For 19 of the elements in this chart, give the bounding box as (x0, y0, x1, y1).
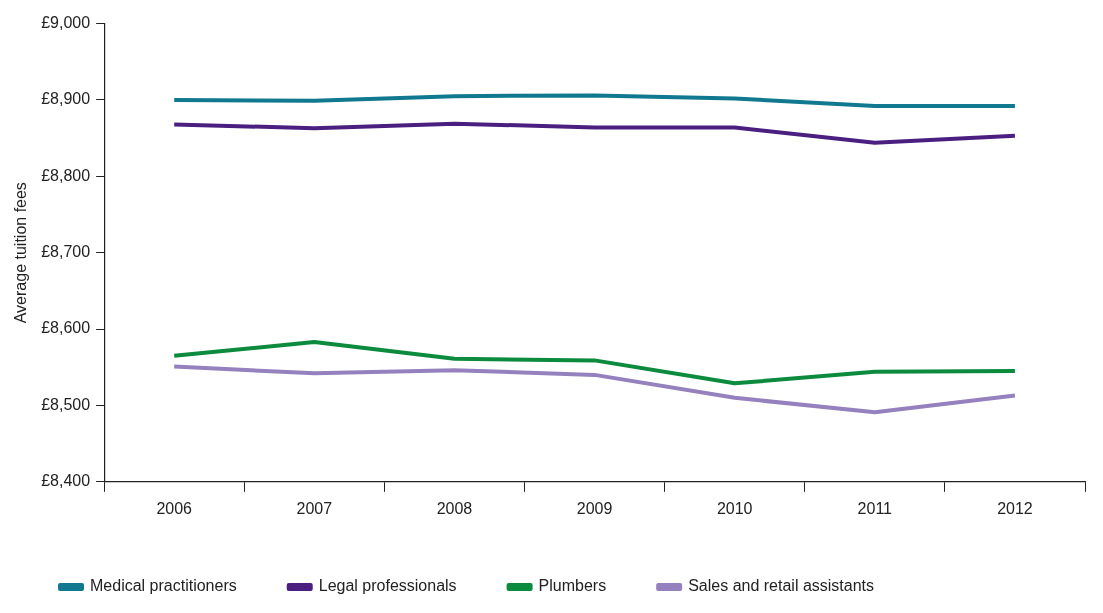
y-axis-title: Average tuition fees (12, 182, 30, 324)
legend-label: Plumbers (538, 577, 607, 595)
y-tick-label: £8,400 (41, 472, 91, 490)
x-tick-label: 2008 (436, 499, 473, 517)
x-tick-label: 2007 (296, 499, 333, 517)
y-tick-label: £8,700 (41, 243, 91, 261)
y-tick-label: £8,600 (41, 319, 91, 337)
legend-label: Medical practitioners (90, 577, 237, 595)
y-tick-label: £8,900 (41, 90, 91, 108)
y-tick-label: £8,500 (41, 395, 91, 413)
x-tick-label: 2012 (997, 499, 1033, 517)
x-tick-label: 2010 (716, 499, 753, 517)
legend-label: Sales and retail assistants (688, 577, 875, 595)
x-tick-label: 2006 (156, 499, 193, 517)
y-tick-label: £9,000 (41, 14, 91, 32)
x-tick-label: 2009 (576, 499, 613, 517)
legend-label: Legal professionals (318, 577, 457, 595)
y-tick-label: £8,800 (41, 166, 91, 184)
x-tick-label: 2011 (857, 499, 893, 517)
